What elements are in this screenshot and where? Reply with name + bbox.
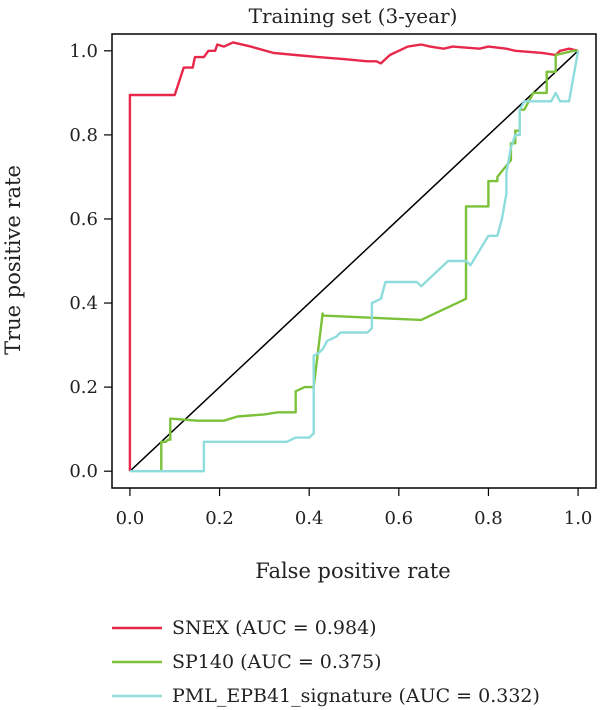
y-tick-label: 0.8 <box>69 125 98 146</box>
y-axis-label: True positive rate <box>1 165 25 355</box>
x-tick-label: 0.0 <box>116 508 145 529</box>
diagonal-line <box>129 50 579 472</box>
series-line-2 <box>129 50 580 473</box>
y-tick-label: 0.6 <box>69 209 98 230</box>
legend: SNEX (AUC = 0.984) SP140 (AUC = 0.375) PML… <box>112 617 540 707</box>
chart-title: Training set (3-year) <box>249 4 458 28</box>
reference-diagonal <box>129 50 579 472</box>
x-tick-label: 1.0 <box>564 508 593 529</box>
series-line-0 <box>128 41 579 472</box>
x-tick-label: 0.8 <box>474 508 503 529</box>
roc-curves <box>128 41 580 473</box>
y-tick-label: 1.0 <box>69 41 98 62</box>
legend-label-2: PML_EPB41_signature (AUC = 0.332) <box>172 685 540 707</box>
x-tick-label: 0.6 <box>384 508 413 529</box>
y-tick-label: 0.4 <box>69 293 98 314</box>
legend-label-0: SNEX (AUC = 0.984) <box>172 617 377 639</box>
x-tick-label: 0.2 <box>205 508 234 529</box>
axis-ticks: 0.0 0.2 0.4 0.6 0.8 1.0 0.0 0.2 0.4 0.6 0.8 1.0 <box>69 41 592 529</box>
series-line-1 <box>160 49 579 472</box>
x-axis-label: False positive rate <box>255 559 450 583</box>
y-tick-label: 0.0 <box>69 461 98 482</box>
legend-label-1: SP140 (AUC = 0.375) <box>172 651 382 673</box>
plot-frame <box>111 33 597 489</box>
x-tick-label: 0.4 <box>295 508 324 529</box>
y-tick-label: 0.2 <box>69 377 98 398</box>
